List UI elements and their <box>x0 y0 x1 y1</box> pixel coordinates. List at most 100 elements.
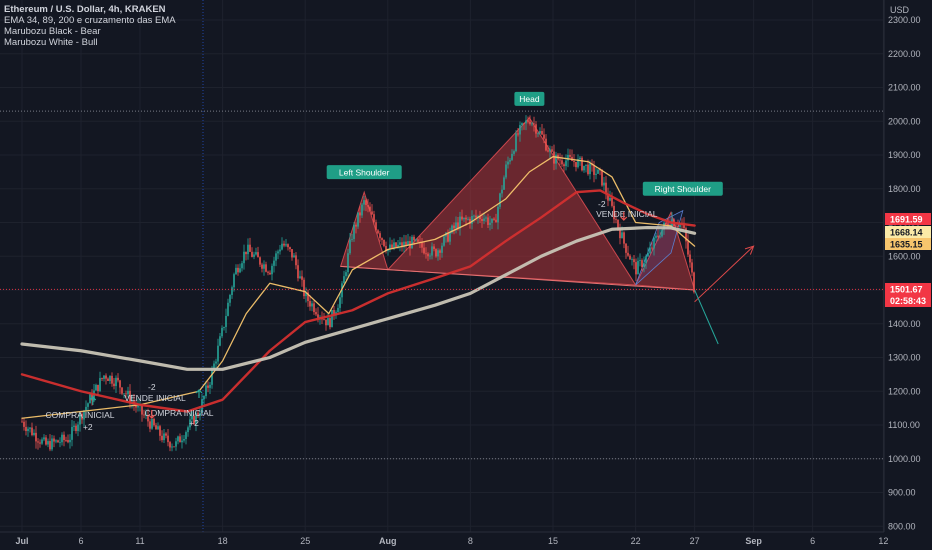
candle <box>29 427 31 429</box>
x-tick-label: 11 <box>135 536 144 546</box>
candle <box>679 224 681 228</box>
candle <box>101 378 103 379</box>
candle <box>645 256 647 264</box>
candle <box>619 227 621 239</box>
candle <box>263 264 265 269</box>
candle <box>379 233 381 239</box>
candle <box>653 237 655 249</box>
candle <box>527 120 529 122</box>
candle <box>247 244 249 255</box>
candle <box>159 426 161 436</box>
candle <box>489 222 491 225</box>
candle <box>647 252 649 257</box>
candle <box>169 442 171 448</box>
candle <box>623 232 625 244</box>
candle <box>269 272 271 275</box>
candle <box>135 404 137 408</box>
candle <box>99 378 101 392</box>
candle <box>197 412 199 416</box>
candle <box>191 415 193 420</box>
candle <box>605 182 607 194</box>
candle <box>51 438 53 450</box>
candle <box>347 253 349 273</box>
tag-label: Left Shoulder <box>339 167 390 177</box>
signal-label: COMPRA INICIAL <box>46 410 115 420</box>
candle <box>497 206 499 223</box>
y-tick-label: 1600.00 <box>888 251 921 261</box>
right-shoulder-triangle <box>634 211 696 291</box>
candle <box>63 434 65 441</box>
candle <box>61 434 63 443</box>
candle <box>257 252 259 258</box>
candle <box>541 131 543 135</box>
candle <box>349 239 351 254</box>
pattern-tag-left-shoulder: Left Shoulder <box>326 165 402 180</box>
candle <box>479 216 481 220</box>
candle <box>563 164 565 167</box>
candle <box>433 246 435 250</box>
candle <box>683 224 685 229</box>
signal-label: +2 <box>83 422 93 432</box>
candle <box>31 427 33 436</box>
candle <box>551 149 553 152</box>
candle <box>313 303 315 313</box>
candle <box>581 157 583 171</box>
y-tick-label: 1000.00 <box>888 454 921 464</box>
candle <box>467 218 469 220</box>
candle <box>85 406 87 411</box>
candle <box>241 263 243 269</box>
candle <box>111 375 113 384</box>
candle <box>389 244 391 250</box>
candle <box>121 387 123 394</box>
candle <box>21 421 23 423</box>
candle <box>157 426 159 430</box>
candle <box>415 239 417 241</box>
indicator-marubozu-bull[interactable]: Marubozu White - Bull <box>4 37 98 48</box>
candle <box>307 292 309 302</box>
candle <box>617 219 619 228</box>
signal-arrow-icon <box>89 396 97 405</box>
candle <box>67 440 69 443</box>
indicator-marubozu-bear[interactable]: Marubozu Black - Bear <box>4 26 101 37</box>
signal-label: COMPRA INICIAL <box>145 408 214 418</box>
candle <box>427 253 429 257</box>
candle <box>119 380 121 388</box>
candle <box>413 236 415 241</box>
x-tick-label: 6 <box>78 536 83 546</box>
candle <box>107 378 109 381</box>
candle <box>595 173 597 175</box>
candle <box>255 252 257 255</box>
candle <box>231 287 233 295</box>
candle <box>431 246 433 256</box>
candle <box>411 236 413 249</box>
candle <box>545 138 547 151</box>
ema-200-line <box>20 225 697 371</box>
candle <box>123 393 125 395</box>
candle <box>499 193 501 207</box>
candle <box>395 242 397 248</box>
candle <box>689 254 691 263</box>
candle <box>207 385 209 388</box>
candle <box>115 377 117 387</box>
price-label: 1691.59 <box>885 213 931 225</box>
candle <box>173 446 175 448</box>
candle <box>513 151 515 154</box>
candle <box>125 393 127 395</box>
candle <box>103 375 105 379</box>
y-tick-label: 900.00 <box>888 488 916 498</box>
candle <box>493 218 495 220</box>
candle <box>383 239 385 247</box>
candle <box>483 218 485 221</box>
candle <box>381 238 383 240</box>
indicator-ema[interactable]: EMA 34, 89, 200 e cruzamento das EMA <box>4 15 176 26</box>
candle <box>345 272 347 277</box>
candle <box>69 439 71 443</box>
candle <box>301 276 303 280</box>
price-axis-bg <box>884 0 932 550</box>
candle <box>39 442 41 444</box>
candle <box>375 222 377 231</box>
candle <box>651 247 653 249</box>
candle <box>573 160 575 162</box>
chart-title: Ethereum / U.S. Dollar, 4h, KRAKEN <box>4 4 166 15</box>
